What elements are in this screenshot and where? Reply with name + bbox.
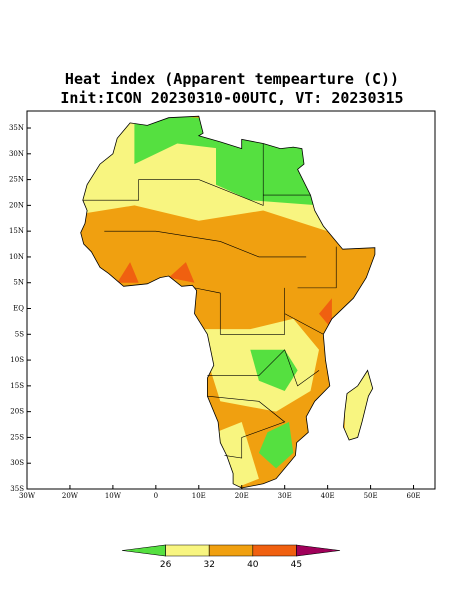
x-tick-label: 60E bbox=[407, 492, 421, 500]
y-tick-label: 15N bbox=[9, 227, 24, 235]
x-tick-label: 10W bbox=[105, 492, 122, 500]
south-green bbox=[258, 422, 294, 469]
y-tick-label: 10N bbox=[9, 253, 24, 261]
central-green bbox=[250, 349, 298, 391]
y-tick-label: 35S bbox=[10, 485, 24, 493]
x-tick-label: 30E bbox=[278, 492, 292, 500]
colorbar-segment bbox=[296, 544, 341, 557]
colorbar-label: 26 bbox=[160, 560, 172, 570]
colorbar: 26 32 40 45 bbox=[121, 544, 341, 570]
x-tick-label: 20W bbox=[62, 492, 79, 500]
y-tick-label: 30N bbox=[9, 150, 24, 158]
hot-east bbox=[319, 298, 332, 330]
colorbar-segment bbox=[252, 544, 297, 557]
border bbox=[104, 230, 307, 258]
hot-nigeria bbox=[168, 262, 195, 283]
egypt-green bbox=[216, 143, 319, 206]
border bbox=[194, 287, 285, 335]
x-tick-label: 30W bbox=[19, 492, 36, 500]
x-tick-label: 10E bbox=[192, 492, 206, 500]
y-tick-label: 25S bbox=[10, 433, 24, 441]
colorbar-label: 40 bbox=[247, 560, 259, 570]
colorbar-label: 45 bbox=[291, 560, 302, 570]
y-tick-label: 30S bbox=[10, 459, 24, 467]
border bbox=[207, 395, 286, 459]
y-tick-label: EQ bbox=[13, 305, 24, 313]
x-tick-label: 0 bbox=[154, 492, 158, 500]
title: Heat index (Apparent tempearture (C)) bbox=[65, 70, 399, 88]
y-tick-label: 5S bbox=[15, 330, 24, 338]
y-tick-label: 25N bbox=[9, 176, 24, 184]
coastline bbox=[80, 115, 376, 489]
colorbar-label: 32 bbox=[203, 560, 214, 570]
colorbar-segment bbox=[165, 544, 210, 557]
colorbar-segment bbox=[121, 544, 166, 557]
subtitle: Init:ICON 20230310-00UTC, VT: 20230315 bbox=[60, 89, 403, 107]
border bbox=[297, 246, 337, 289]
y-tick-label: 5N bbox=[13, 279, 24, 287]
border bbox=[198, 143, 264, 206]
border bbox=[284, 313, 324, 335]
colorbar-segment bbox=[208, 544, 254, 557]
hot-west bbox=[117, 262, 139, 283]
y-tick-label: 20N bbox=[9, 201, 24, 209]
y-tick-label: 15S bbox=[10, 382, 24, 390]
y-tick-label: 20S bbox=[10, 408, 24, 416]
ticks: 30W 20W 10W 0 10E 20E 30E 40E 50E 60E 35N 30N 25N 20N… bbox=[9, 124, 421, 500]
border bbox=[82, 179, 199, 201]
x-tick-label: 40E bbox=[321, 492, 335, 500]
x-tick-label: 20E bbox=[235, 492, 249, 500]
x-tick-label: 50E bbox=[364, 492, 378, 500]
border bbox=[207, 349, 320, 387]
y-tick-label: 10S bbox=[10, 356, 24, 364]
y-tick-label: 35N bbox=[9, 124, 24, 132]
